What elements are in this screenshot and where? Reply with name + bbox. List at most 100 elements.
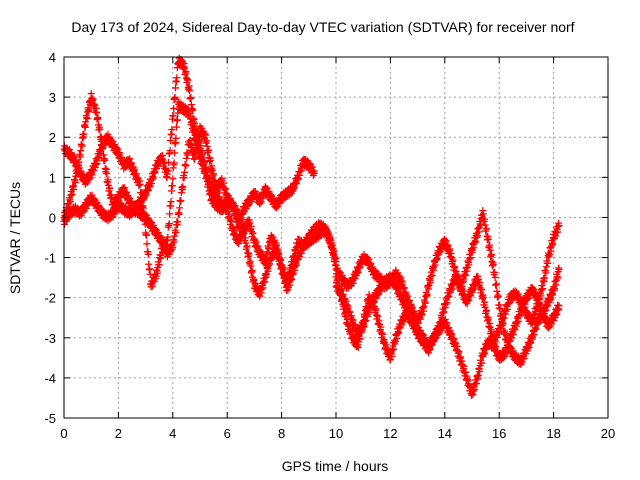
data-point xyxy=(167,198,175,206)
data-point xyxy=(251,236,259,244)
data-point xyxy=(441,236,449,244)
data-point xyxy=(487,326,495,334)
data-point xyxy=(215,193,223,201)
data-point xyxy=(539,285,547,293)
data-point xyxy=(258,285,266,293)
data-point xyxy=(143,240,151,248)
data-point xyxy=(504,343,512,351)
data-point xyxy=(555,302,563,310)
x-tick-label: 20 xyxy=(601,426,615,441)
data-point xyxy=(453,274,461,282)
data-point xyxy=(374,312,382,320)
data-point xyxy=(451,264,459,272)
x-tick-label: 6 xyxy=(224,426,231,441)
data-point xyxy=(440,308,448,316)
data-point xyxy=(374,291,382,299)
data-point xyxy=(91,101,99,109)
data-point xyxy=(462,368,470,376)
data-point xyxy=(551,285,559,293)
data-point xyxy=(155,261,163,269)
data-point xyxy=(228,198,236,206)
data-point xyxy=(473,380,481,388)
data-point xyxy=(484,315,492,323)
data-point xyxy=(481,221,489,229)
data-point xyxy=(446,246,454,254)
data-point xyxy=(460,277,468,285)
data-point xyxy=(534,303,542,311)
data-point xyxy=(157,252,165,260)
data-point xyxy=(246,219,254,227)
data-point xyxy=(172,123,180,131)
data-point xyxy=(551,311,559,319)
data-point xyxy=(293,261,301,269)
data-point xyxy=(367,259,375,267)
data-point xyxy=(169,112,177,120)
data-point xyxy=(99,151,107,159)
data-point xyxy=(166,210,174,218)
data-point xyxy=(479,351,487,359)
x-tick-label: 2 xyxy=(115,426,122,441)
grid-layer xyxy=(64,57,608,418)
data-point xyxy=(455,348,463,356)
data-point xyxy=(474,371,482,379)
data-point xyxy=(89,95,97,103)
data-point xyxy=(245,251,253,259)
data-point xyxy=(358,326,366,334)
data-point xyxy=(103,170,111,178)
data-point xyxy=(172,84,180,92)
data-point xyxy=(444,241,452,249)
data-point xyxy=(181,64,189,72)
data-point xyxy=(483,345,491,353)
data-point xyxy=(172,134,180,142)
data-point xyxy=(445,324,453,332)
data-point xyxy=(262,258,270,266)
data-point xyxy=(63,207,71,215)
data-point xyxy=(202,167,210,175)
y-tick-label: -4 xyxy=(44,371,56,386)
data-point xyxy=(184,76,192,84)
data-point xyxy=(223,191,231,199)
data-point xyxy=(478,285,486,293)
data-point xyxy=(549,291,557,299)
data-point xyxy=(546,251,554,259)
data-point xyxy=(124,193,132,201)
data-point xyxy=(61,213,69,221)
data-point xyxy=(541,312,549,320)
data-point xyxy=(240,229,248,237)
data-point xyxy=(174,218,182,226)
data-point xyxy=(351,321,359,329)
series-6 xyxy=(332,219,563,364)
data-point xyxy=(421,299,429,307)
data-point xyxy=(555,221,563,229)
data-point xyxy=(372,305,380,313)
data-point xyxy=(474,275,482,283)
data-point xyxy=(479,210,487,218)
data-point xyxy=(165,158,173,166)
data-point xyxy=(516,312,524,320)
series-3 xyxy=(60,90,340,300)
data-point xyxy=(201,159,209,167)
data-point xyxy=(447,286,455,294)
data-point xyxy=(430,336,438,344)
data-point xyxy=(298,166,306,174)
data-point xyxy=(345,321,353,329)
data-point xyxy=(247,262,255,270)
data-point xyxy=(171,93,179,101)
data-point xyxy=(532,309,540,317)
data-point xyxy=(96,125,104,133)
data-point xyxy=(516,293,524,301)
data-point xyxy=(363,304,371,312)
data-point xyxy=(169,243,177,251)
data-point xyxy=(197,147,205,155)
data-point xyxy=(273,203,281,211)
data-point xyxy=(203,142,211,150)
data-point xyxy=(123,188,131,196)
data-point xyxy=(78,142,86,150)
data-point xyxy=(549,240,557,248)
data-point xyxy=(68,190,76,198)
data-point xyxy=(266,260,274,268)
data-point xyxy=(544,302,552,310)
data-point xyxy=(76,153,84,161)
data-point xyxy=(150,278,158,286)
data-point xyxy=(518,298,526,306)
